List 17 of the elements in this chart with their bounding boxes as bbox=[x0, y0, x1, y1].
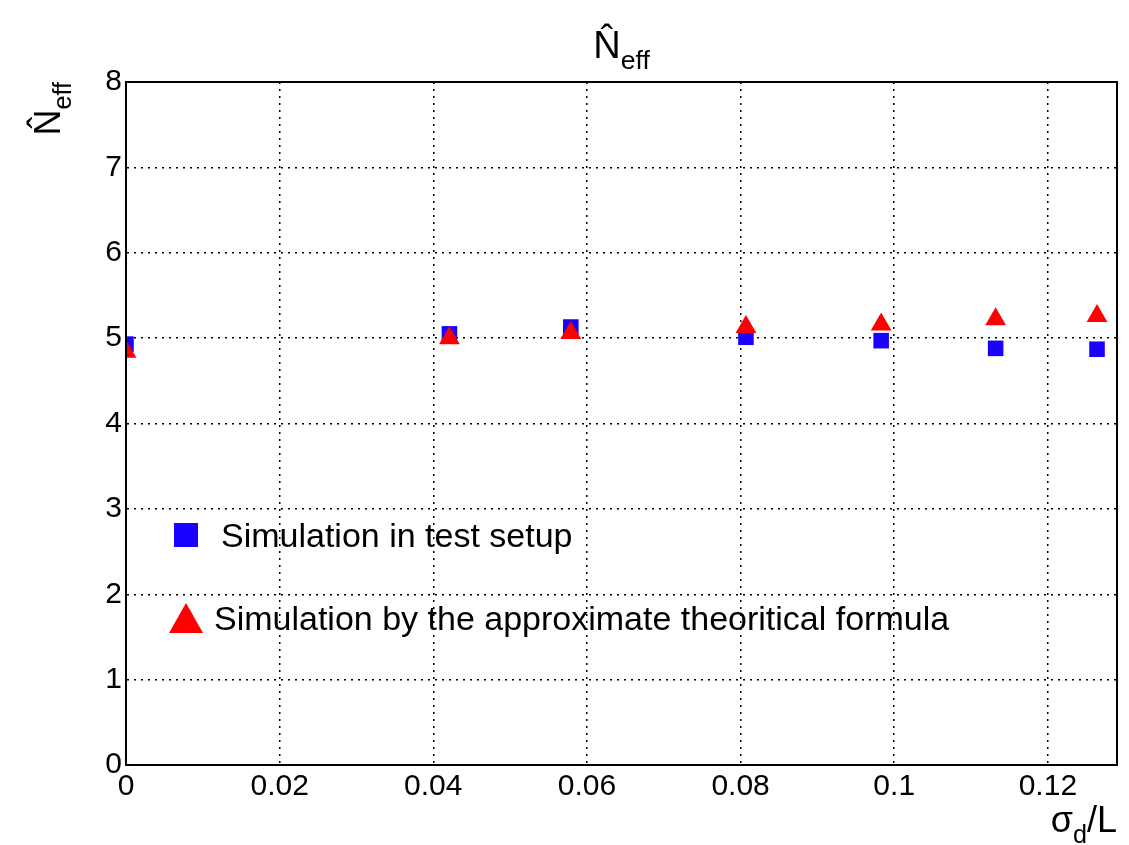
y-tick-label: 3 bbox=[105, 490, 122, 524]
y-tick-label: 5 bbox=[105, 319, 122, 353]
y-tick-label: 1 bbox=[105, 660, 122, 694]
legend-label: Simulation in test setup bbox=[221, 516, 573, 554]
x-tick-label: 0.04 bbox=[404, 768, 463, 802]
x-tick-label: 0.12 bbox=[1018, 768, 1078, 802]
x-tick-label: 0.08 bbox=[711, 768, 770, 802]
y-tick-label: 6 bbox=[105, 234, 122, 268]
legend-label: Simulation by the approximate theoritical formula bbox=[214, 599, 950, 637]
y-tick-label: 7 bbox=[105, 148, 122, 182]
y-tick-label: 2 bbox=[105, 575, 122, 609]
x-tick-label: 0.06 bbox=[557, 768, 617, 802]
y-tick-label: 4 bbox=[105, 404, 122, 438]
x-tick-label: 0.1 bbox=[873, 768, 916, 802]
y-tick-label: 8 bbox=[105, 63, 122, 97]
y-axis-title: N̂eff bbox=[26, 81, 76, 136]
x-tick-label: 0.02 bbox=[250, 768, 309, 802]
